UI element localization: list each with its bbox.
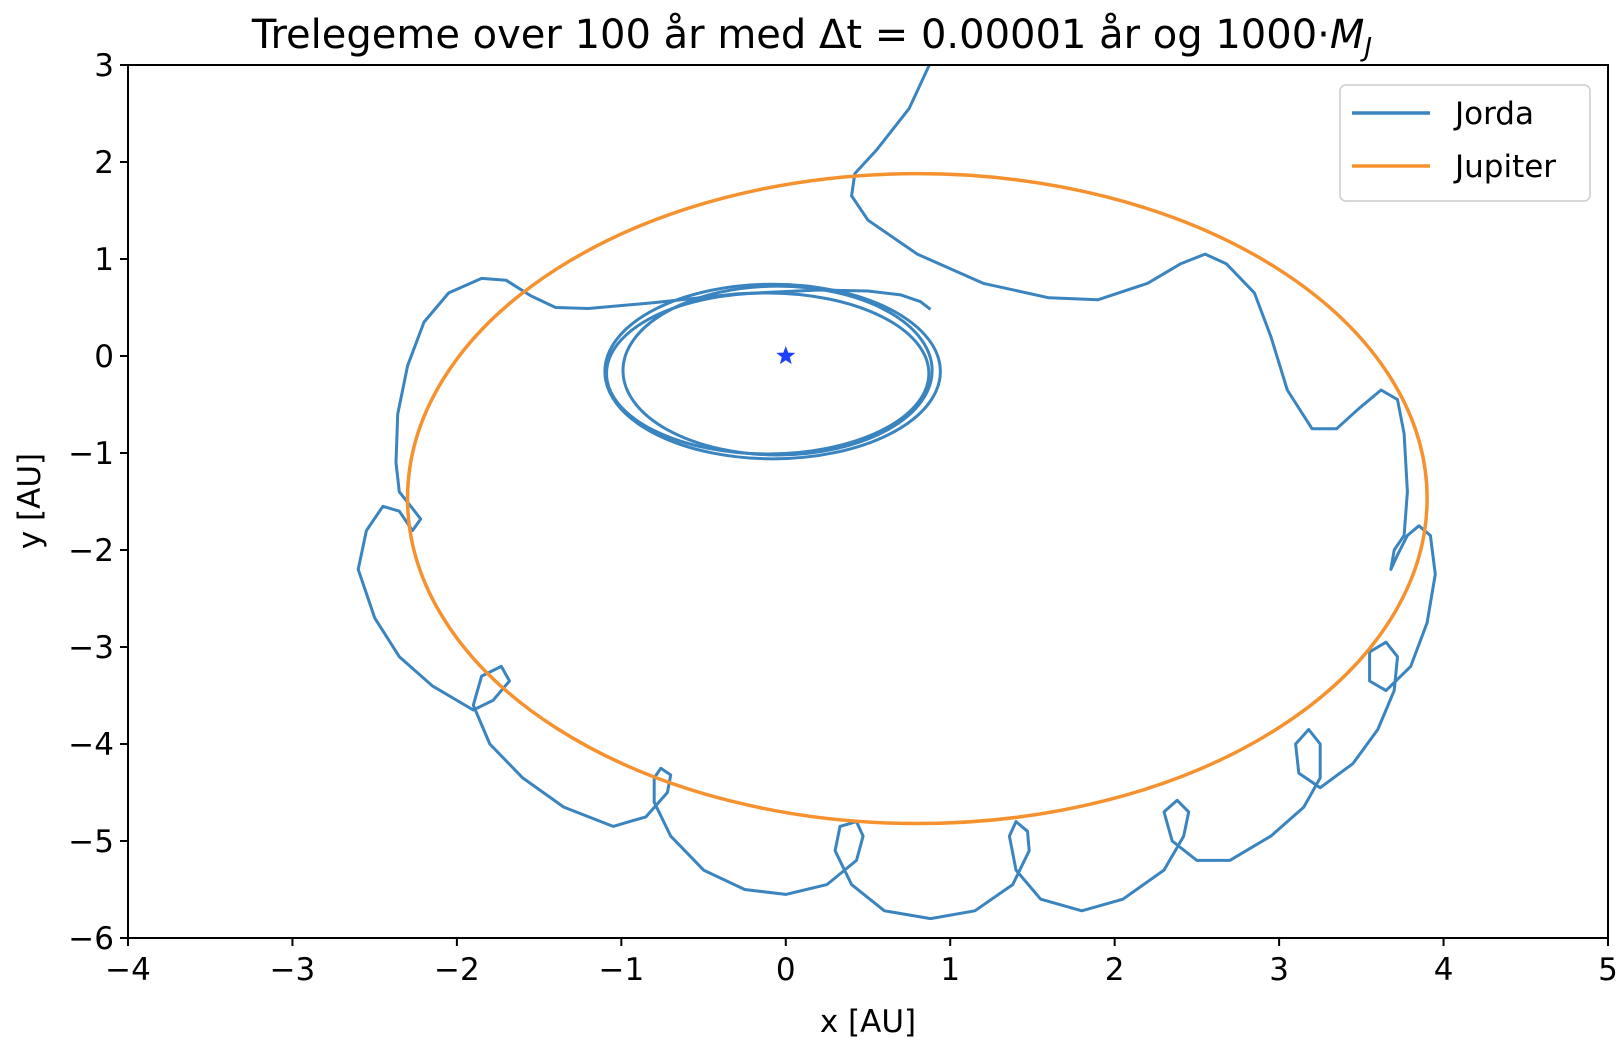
y-tick-label: −4: [68, 727, 114, 763]
legend-label-jupiter: Jupiter: [1453, 149, 1556, 185]
x-tick-label: 1: [940, 952, 960, 988]
jorda-inner-orbit-2: [621, 284, 934, 457]
y-tick-label: 0: [94, 339, 114, 375]
y-tick-label: 1: [94, 242, 114, 278]
y-tick-label: 2: [94, 145, 114, 181]
y-tick-label: 3: [94, 48, 114, 84]
jorda-inner-orbit-1: [603, 282, 942, 461]
y-tick-label: −2: [68, 533, 114, 569]
x-tick-label: 3: [1269, 952, 1289, 988]
legend: Jorda Jupiter: [1339, 84, 1591, 202]
legend-label-jorda: Jorda: [1453, 96, 1534, 132]
jorda-series-line: [356, 65, 1437, 921]
x-tick-label: −2: [434, 952, 480, 988]
y-tick-label: −5: [68, 824, 114, 860]
y-tick-label: −3: [68, 630, 114, 666]
jorda-inner-orbit-0: [605, 291, 931, 456]
x-tick-label: 5: [1598, 952, 1618, 988]
x-tick-label: −4: [105, 952, 151, 988]
plot-marks: [356, 65, 1437, 921]
y-tick-label: −1: [68, 436, 114, 472]
jupiter-series-line: [405, 171, 1429, 826]
x-axis-label: x [AU]: [820, 1004, 916, 1040]
x-tick-label: 4: [1434, 952, 1454, 988]
sun-star-marker: [776, 346, 796, 365]
chart-title: Trelegeme over 100 år med Δt = 0.00001 å…: [251, 12, 1372, 63]
axis-ticks: −4 −3 −2 −1 0 1 2 3 4 5 −6 −5 −4 −3 −2 −1 0 1 2 3: [68, 48, 1618, 988]
y-tick-label: −6: [68, 921, 114, 957]
y-axis-label: y [AU]: [12, 453, 48, 549]
x-tick-label: −3: [270, 952, 316, 988]
x-tick-label: 2: [1105, 952, 1125, 988]
plot-frame: [127, 64, 1609, 939]
x-tick-label: 0: [776, 952, 796, 988]
x-tick-label: −1: [598, 952, 644, 988]
